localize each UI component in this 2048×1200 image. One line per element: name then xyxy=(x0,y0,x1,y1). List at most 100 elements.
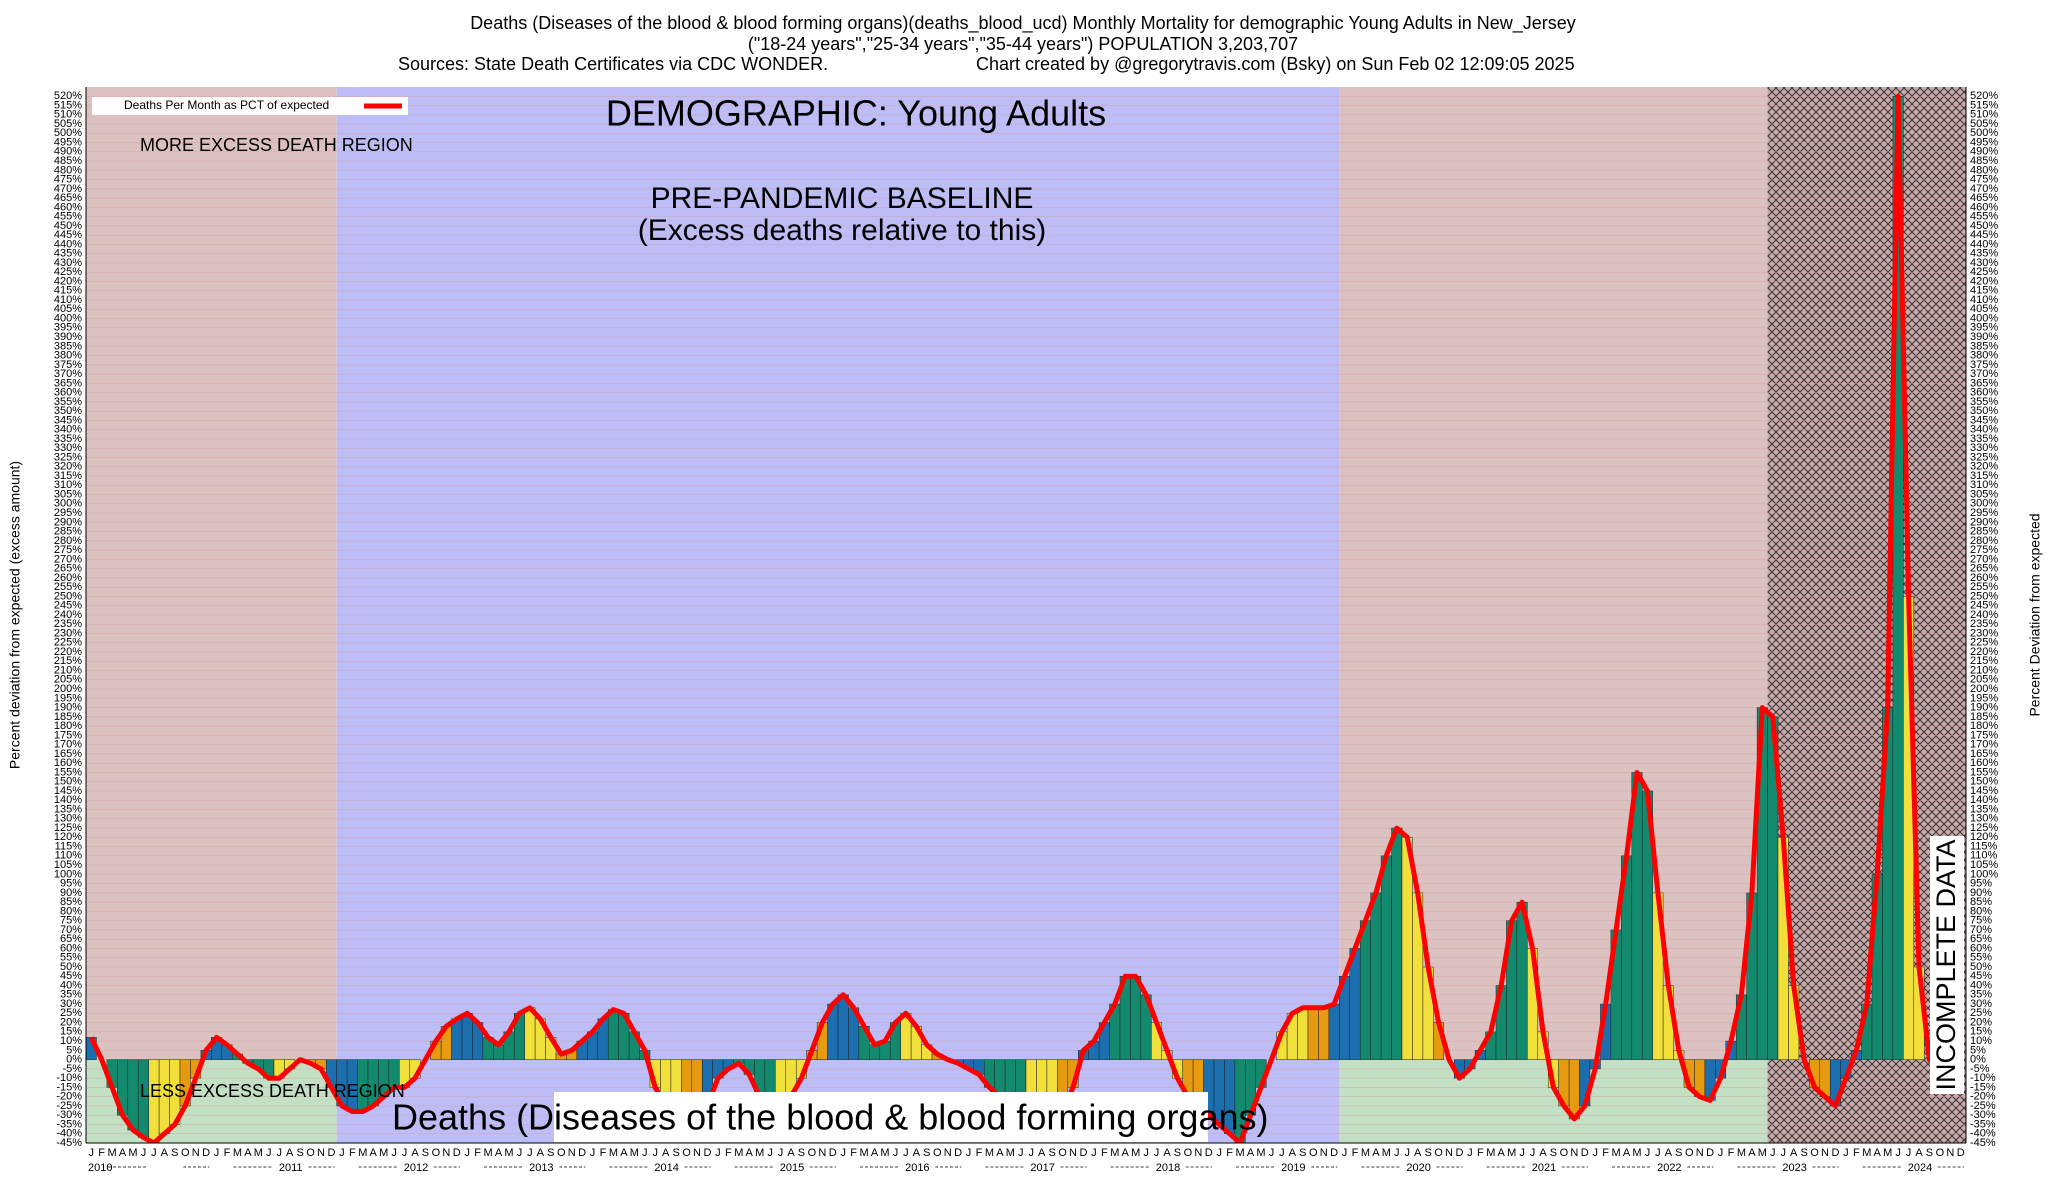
year-label: 2018 xyxy=(1156,1162,1180,1174)
y-tick-label: 350% xyxy=(54,405,82,417)
x-tick-label: D xyxy=(578,1147,586,1159)
y-tick-label: 15% xyxy=(60,1026,82,1038)
y2-tick-label: 100% xyxy=(1970,868,1998,880)
x-tick-label: O xyxy=(1184,1147,1193,1159)
x-tick-label: J xyxy=(1154,1147,1160,1159)
y2-tick-label: 230% xyxy=(1970,627,1998,639)
y2-tick-label: 330% xyxy=(1970,442,1998,454)
y-tick-label: 105% xyxy=(54,859,82,871)
x-tick-label: M xyxy=(128,1147,137,1159)
y2-tick-label: -40% xyxy=(1970,1128,1996,1140)
x-tick-label: S xyxy=(1048,1147,1055,1159)
x-tick-label: A xyxy=(244,1147,252,1159)
x-tick-label: A xyxy=(662,1147,670,1159)
y-tick-label: 30% xyxy=(60,998,82,1010)
y2-tick-label: 350% xyxy=(1970,405,1998,417)
x-tick-label: F xyxy=(1477,1147,1484,1159)
y2-tick-label: 60% xyxy=(1970,942,1992,954)
year-label: 2020 xyxy=(1406,1162,1430,1174)
x-tick-label: D xyxy=(1455,1147,1463,1159)
y-tick-label: 305% xyxy=(54,488,82,500)
x-tick-label: A xyxy=(495,1147,503,1159)
y2-tick-label: 130% xyxy=(1970,813,1998,825)
x-tick-label: F xyxy=(349,1147,356,1159)
bar xyxy=(1401,837,1413,1060)
x-tick-label: S xyxy=(171,1147,178,1159)
x-tick-label: J xyxy=(1404,1147,1410,1159)
y2-tick-label: 460% xyxy=(1970,201,1998,213)
x-tick-label: A xyxy=(1874,1147,1882,1159)
x-tick-label: F xyxy=(1226,1147,1233,1159)
y-tick-label: 490% xyxy=(54,146,82,158)
y-tick-label: 0% xyxy=(66,1054,82,1066)
y-tick-label: 395% xyxy=(54,322,82,334)
y-tick-label: 10% xyxy=(60,1035,82,1047)
x-tick-label: J xyxy=(1216,1147,1222,1159)
year-bg xyxy=(272,1160,309,1174)
y2-tick-label: 200% xyxy=(1970,683,1998,695)
x-tick-label: J xyxy=(266,1147,272,1159)
year-label: 2017 xyxy=(1030,1162,1054,1174)
x-tick-label: M xyxy=(1612,1147,1621,1159)
x-tick-label: O xyxy=(1685,1147,1694,1159)
y2-tick-label: -30% xyxy=(1970,1109,1996,1121)
x-tick-label: D xyxy=(1957,1147,1965,1159)
y2-tick-label: 360% xyxy=(1970,387,1998,399)
x-tick-label: A xyxy=(119,1147,127,1159)
y2-tick-label: 195% xyxy=(1970,692,1998,704)
y2-tick-label: 10% xyxy=(1970,1035,1992,1047)
x-tick-label: M xyxy=(233,1147,242,1159)
x-tick-label: O xyxy=(1058,1147,1067,1159)
y-tick-label: 470% xyxy=(54,183,82,195)
year-label: 2011 xyxy=(279,1162,303,1174)
y2-tick-label: 320% xyxy=(1970,461,1998,473)
y2-tick-label: 75% xyxy=(1970,915,1992,927)
year-label: 2021 xyxy=(1532,1162,1556,1174)
y2-tick-label: 310% xyxy=(1970,479,1998,491)
y-tick-label: 195% xyxy=(54,692,82,704)
y-tick-label: 355% xyxy=(54,396,82,408)
y2-tick-label: 50% xyxy=(1970,961,1992,973)
y2-tick-label: 165% xyxy=(1970,748,1998,760)
y-tick-label: 170% xyxy=(54,739,82,751)
x-tick-label: A xyxy=(1790,1147,1798,1159)
x-tick-label: S xyxy=(1550,1147,1557,1159)
x-tick-label: M xyxy=(734,1147,743,1159)
y-tick-label: 190% xyxy=(54,702,82,714)
x-tick-label: D xyxy=(453,1147,461,1159)
y2-tick-label: 505% xyxy=(1970,118,1998,130)
x-tick-label: N xyxy=(1696,1147,1704,1159)
y-tick-label: 300% xyxy=(54,498,82,510)
y2-tick-label: 205% xyxy=(1970,674,1998,686)
x-tick-label: A xyxy=(161,1147,169,1159)
y2-tick-label: 140% xyxy=(1970,794,1998,806)
y-tick-label: 155% xyxy=(54,766,82,778)
y2-tick-label: 215% xyxy=(1970,655,1998,667)
x-tick-label: A xyxy=(1038,1147,1046,1159)
y2-tick-label: 315% xyxy=(1970,470,1998,482)
y2-tick-label: 485% xyxy=(1970,155,1998,167)
x-tick-label: N xyxy=(818,1147,826,1159)
y2-tick-label: 275% xyxy=(1970,544,1998,556)
x-tick-label: A xyxy=(787,1147,795,1159)
x-tick-label: S xyxy=(1424,1147,1431,1159)
x-tick-label: A xyxy=(746,1147,754,1159)
annotation: (Excess deaths relative to this) xyxy=(638,214,1047,247)
y2-tick-label: 365% xyxy=(1970,377,1998,389)
x-tick-label: N xyxy=(317,1147,325,1159)
y2-tick-label: 240% xyxy=(1970,609,1998,621)
y-tick-label: 290% xyxy=(54,516,82,528)
y-tick-label: -40% xyxy=(56,1128,82,1140)
x-tick-label: A xyxy=(1414,1147,1422,1159)
y-tick-label: 410% xyxy=(54,294,82,306)
x-tick-label: F xyxy=(850,1147,857,1159)
y2-tick-label: 515% xyxy=(1970,99,1998,111)
x-tick-label: M xyxy=(1382,1147,1391,1159)
x-tick-label: J xyxy=(840,1147,846,1159)
y2-tick-label: 390% xyxy=(1970,331,1998,343)
y-tick-label: 430% xyxy=(54,257,82,269)
x-tick-label: M xyxy=(1131,1147,1140,1159)
bar xyxy=(1307,1007,1319,1060)
y-tick-label: 35% xyxy=(60,989,82,1001)
x-tick-label: S xyxy=(1174,1147,1181,1159)
